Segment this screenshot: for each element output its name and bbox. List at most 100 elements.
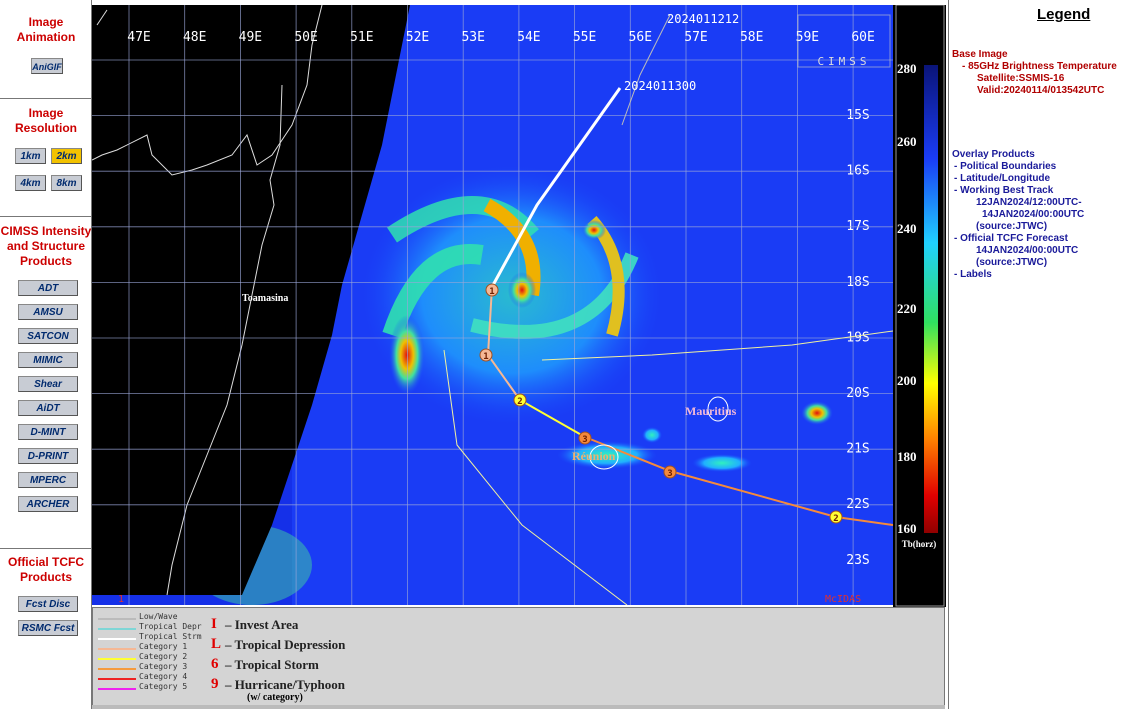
legend-item: - Labels — [954, 269, 992, 280]
key-glyph: L — [211, 636, 222, 652]
track-line — [621, 14, 671, 126]
key-text: – Tropical Depression — [225, 637, 346, 652]
lon-label: 50E — [294, 30, 317, 45]
storm-category: 1 — [483, 352, 488, 362]
button[interactable]: ARCHER — [18, 496, 78, 512]
lat-lon-grid: 47E 48E 49E 50E 51E 52E 53E 54E 55E 56E 57E 58E 59E 6… — [92, 5, 893, 605]
key-glyph: 6 — [211, 656, 219, 672]
separator — [0, 98, 92, 99]
logo-text: CIMSS — [817, 55, 870, 68]
legend-panel: Legend Base Image - 85GHz Brightness Tem… — [948, 0, 1122, 709]
colorbar-gradient — [924, 65, 938, 533]
legend-item: (source:JTWC) — [976, 221, 1048, 232]
logo: CIMSS — [797, 14, 891, 68]
button[interactable]: AMSU — [18, 304, 78, 320]
legend-item: Satellite:SSMIS-16 — [977, 73, 1065, 84]
legend-item: 12JAN2024/12:00UTC- — [976, 197, 1082, 208]
storm-category: 2 — [517, 397, 522, 407]
storm-symbol — [829, 510, 843, 524]
lon-label: 60E — [851, 30, 874, 45]
legend-heading: Overlay Products — [952, 149, 1035, 160]
lon-label: 49E — [239, 30, 262, 45]
button[interactable]: MIMIC — [18, 352, 78, 368]
colorbar: 280 260 240 220 200 180 160 Tb(horz) — [893, 5, 946, 607]
legend-item: - Political Boundaries — [954, 161, 1057, 172]
storm-symbol — [485, 283, 499, 297]
place-label: Réunion — [572, 449, 616, 463]
key-label: Category 2 — [139, 652, 188, 661]
place-label: Mauritius — [685, 404, 737, 418]
sidebar: Image Animation AniGIF Image Resolution … — [0, 0, 92, 709]
legend-item: - Latitude/Longitude — [954, 173, 1051, 184]
storm-category: 2 — [833, 514, 838, 524]
storm-category: 1 — [489, 287, 494, 297]
lon-label: 47E — [127, 30, 150, 45]
key-label: Tropical Strm — [139, 632, 202, 641]
key-swatch — [98, 628, 136, 630]
button[interactable]: ADT — [18, 280, 78, 296]
coastline — [96, 9, 108, 26]
colorbar-tick-label: 280 — [897, 61, 917, 76]
legend-item: - Working Best Track — [954, 185, 1054, 196]
legend-item: 14JAN2024/00:00UTC — [982, 209, 1085, 220]
key-swatch — [98, 678, 136, 680]
storm-category: 3 — [582, 435, 587, 445]
legend-heading: Base Image — [952, 49, 1008, 60]
storm-symbol — [663, 465, 677, 479]
button[interactable]: RSMC Fcst — [18, 620, 78, 636]
button[interactable]: 4km — [15, 175, 46, 191]
button[interactable]: Fcst Disc — [18, 596, 78, 612]
lat-label: 23S — [846, 553, 869, 568]
legend-item: 14JAN2024/00:00UTC — [976, 245, 1079, 256]
legend-item: Valid:20240114/013542UTC — [977, 85, 1105, 96]
key-swatch — [98, 648, 136, 650]
key-text: – Hurricane/Typhoon — [225, 677, 346, 692]
track-label: 2024011212 — [667, 12, 739, 26]
button[interactable]: AniGIF — [31, 58, 63, 74]
lon-label: 52E — [406, 30, 429, 45]
button[interactable]: MPERC — [18, 472, 78, 488]
button[interactable]: 2km — [51, 148, 82, 164]
key-label: Category 1 — [139, 642, 188, 651]
satellite-image: 47E 48E 49E 50E 51E 52E 53E 54E 55E 56E 57E 58E 59E 6… — [92, 5, 893, 605]
button[interactable]: Shear — [18, 376, 78, 392]
colorbar-tick-label: 200 — [897, 373, 917, 388]
track-line — [519, 399, 586, 438]
key-label: Tropical Depr — [139, 622, 202, 631]
boundary — [443, 349, 628, 605]
colorbar-frame — [895, 5, 945, 607]
colorbar-tick-label: 220 — [897, 301, 917, 316]
button[interactable]: 1km — [15, 148, 46, 164]
colorbar-tick-label: 260 — [897, 134, 917, 149]
legend-title: Legend — [1037, 6, 1091, 23]
separator — [0, 548, 92, 549]
section-title: Official TCFC Products — [7, 555, 84, 584]
key-text: – Invest Area — [225, 617, 299, 632]
key-note: (w/ category) — [247, 692, 303, 703]
colorbar-ticks: 280 260 240 220 200 180 160 — [897, 61, 917, 536]
corner-label: 1 — [118, 594, 124, 605]
key-label: Category 5 — [139, 682, 188, 691]
coastline — [92, 5, 323, 176]
button[interactable]: 8km — [51, 175, 82, 191]
button[interactable]: D-MINT — [18, 424, 78, 440]
colorbar-tick-label: 160 — [897, 521, 917, 536]
section-title: CIMSS Intensity and Structure Products — [0, 224, 92, 268]
lon-label: 48E — [183, 30, 206, 45]
legend-item: - Official TCFC Forecast — [954, 233, 1068, 244]
button[interactable]: AiDT — [18, 400, 78, 416]
button[interactable]: D-PRINT — [18, 448, 78, 464]
button[interactable]: SATCON — [18, 328, 78, 344]
storm-markers: 1 1 2 3 3 2 — [479, 283, 843, 524]
legend-item: - 85GHz Brightness Temperature — [962, 61, 1117, 72]
track-line — [490, 87, 622, 288]
key-label: Category 3 — [139, 662, 188, 671]
key-swatch — [98, 668, 136, 670]
key-label: Category 4 — [139, 672, 188, 681]
place-label: Toamasina — [242, 293, 288, 304]
scrollbar — [92, 705, 945, 709]
lon-label: 51E — [350, 30, 373, 45]
key-glyph: I — [211, 616, 217, 632]
forecast-line — [584, 436, 893, 526]
